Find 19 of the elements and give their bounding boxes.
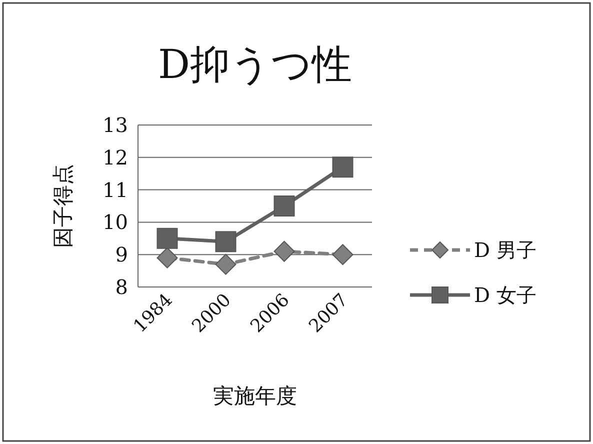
legend-label: D 男子 (474, 238, 536, 262)
y-tick-label: 11 (102, 178, 128, 202)
x-axis-title: 実施年度 (213, 384, 297, 408)
point (215, 254, 236, 275)
y-tick-label: 10 (102, 210, 128, 234)
point (274, 196, 295, 216)
y-tick-label: 9 (115, 242, 128, 267)
point (332, 244, 354, 266)
y-axis-title: 因子得点 (51, 164, 75, 248)
point (332, 156, 354, 178)
point (156, 228, 178, 249)
y-tick-label: 8 (115, 275, 128, 299)
point (215, 231, 236, 252)
chart-title: D抑うつ性 (158, 42, 352, 88)
legend-label: D 女子 (474, 283, 536, 307)
y-tick-label: 12 (102, 145, 128, 170)
y-tick-label: 13 (102, 113, 128, 137)
point (274, 240, 295, 262)
point (156, 247, 178, 268)
